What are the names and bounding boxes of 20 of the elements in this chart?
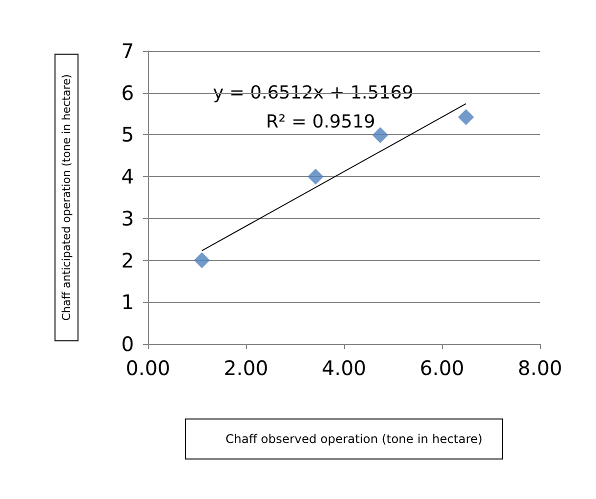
x-tick-label: 4.00 [322,356,366,380]
x-tick-label: 0.00 [126,356,170,380]
point [372,127,388,144]
x-axis-title: Chaff observed operation (tone in hectare) [226,432,482,446]
y-tick-label: 0 [121,332,134,356]
y-tick-label: 6 [121,80,134,105]
point [458,109,474,126]
point [194,252,210,268]
point [308,168,324,185]
x-tick-label: 8.00 [518,356,562,380]
x-tick-label: 2.00 [224,356,268,380]
x-tick-label: 6.00 [420,356,464,380]
y-tick-label: 5 [121,122,134,147]
y-tick-label: 3 [121,206,134,230]
y-tick-label: 2 [121,248,134,272]
y-axis-title: Chaff anticipated operation (tone in hectare) [60,74,73,321]
y-tick-label: 4 [121,164,134,189]
y-tick-label: 7 [121,39,134,63]
y-tick-label: 1 [121,290,134,314]
annotation: R² = 0.9519 [266,112,376,132]
